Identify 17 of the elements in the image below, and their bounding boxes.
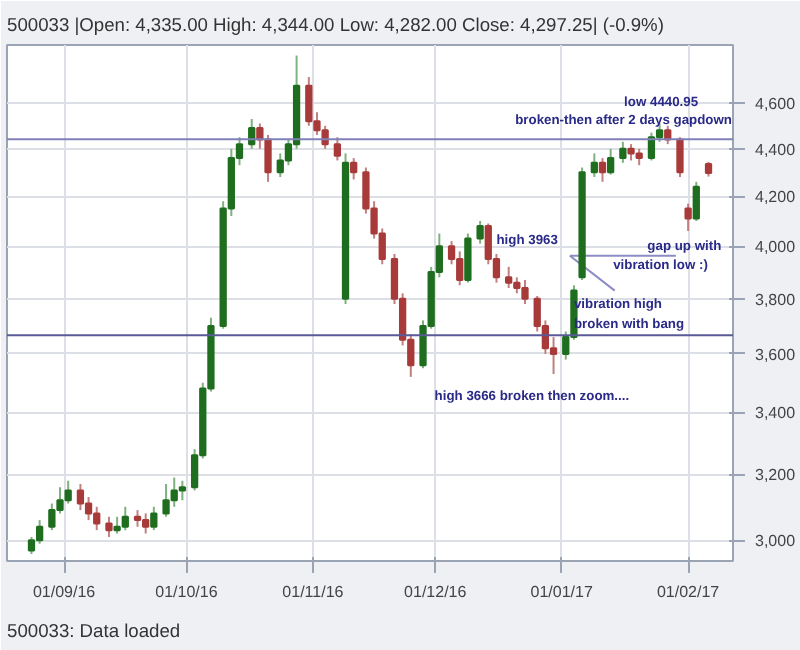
y-tick-label: 3,800 bbox=[755, 290, 797, 309]
y-tick-label: 4,200 bbox=[755, 188, 797, 207]
x-tick-label: 01/01/17 bbox=[530, 583, 594, 601]
text: 500033: Data loaded bbox=[7, 621, 181, 641]
x-tick-label: 01/11/16 bbox=[282, 583, 345, 601]
y-tick-label: 4,600 bbox=[755, 95, 797, 114]
x-tick-label: 01/09/16 bbox=[32, 583, 97, 601]
y-tick-label: 3,600 bbox=[755, 345, 797, 364]
x-tick-label: 01/10/16 bbox=[155, 583, 219, 601]
y-tick-label: 3,200 bbox=[755, 466, 797, 485]
y-tick-label: 3,400 bbox=[755, 404, 797, 423]
x-tick-label: 01/12/16 bbox=[404, 583, 468, 601]
y-tick-label: 3,000 bbox=[755, 532, 797, 551]
y-tick-label: 4,000 bbox=[755, 238, 797, 257]
chart-title: 500033 |Open: 4,335.00 High: 4,344.00 Low: 4,282.00 Close: 4,297.25| (-0.9%) bbox=[7, 15, 664, 35]
y-tick-label: 4,400 bbox=[755, 140, 797, 159]
x-tick-label: 01/02/17 bbox=[656, 583, 721, 601]
